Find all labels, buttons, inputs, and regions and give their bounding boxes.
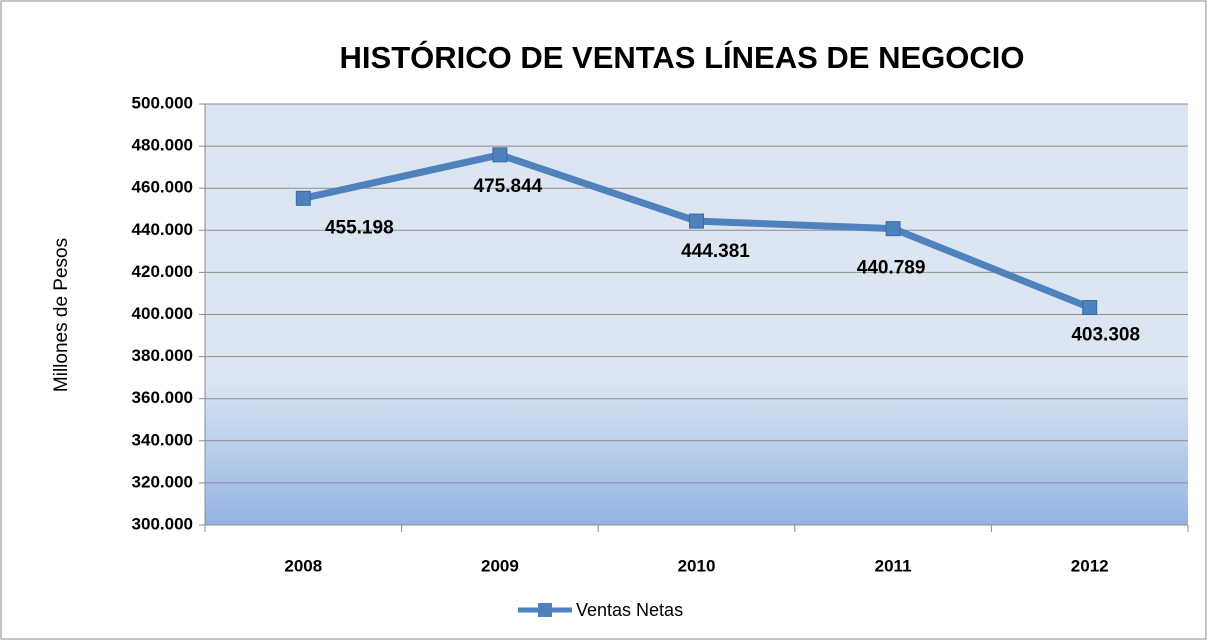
data-label: 403.308	[1071, 325, 1140, 346]
marker	[689, 213, 704, 229]
x-tick-label: 2009	[481, 556, 519, 575]
y-tick-label: 360.000	[132, 388, 193, 407]
marker	[492, 147, 508, 163]
chart-title: HISTÓRICO DE VENTAS LÍNEAS DE NEGOCIO	[340, 39, 1025, 75]
y-tick-label: 480.000	[132, 136, 193, 155]
legend-marker	[538, 603, 552, 617]
y-tick-label: 420.000	[132, 262, 193, 281]
data-label: 455.198	[325, 217, 394, 238]
y-tick-label: 380.000	[132, 346, 193, 365]
marker	[1082, 300, 1098, 316]
y-tick-label: 500.000	[132, 93, 193, 112]
y-tick-label: 460.000	[132, 178, 193, 197]
y-tick-label: 300.000	[132, 514, 193, 533]
y-tick-label: 440.000	[132, 220, 193, 239]
y-axis-label: Millones de Pesos	[51, 238, 72, 392]
y-tick-label: 340.000	[132, 430, 193, 449]
data-label: 444.381	[681, 241, 750, 262]
marker	[295, 190, 311, 206]
data-label: 475.844	[474, 176, 543, 197]
y-tick-label: 320.000	[132, 472, 193, 491]
x-tick-label: 2010	[678, 556, 716, 575]
x-tick-label: 2012	[1071, 556, 1109, 575]
x-tick-label: 2008	[284, 556, 322, 575]
y-tick-label: 400.000	[132, 304, 193, 323]
marker	[885, 221, 901, 237]
legend-label: Ventas Netas	[576, 600, 683, 620]
x-tick-label: 2011	[875, 556, 912, 575]
data-label: 440.789	[857, 258, 926, 279]
